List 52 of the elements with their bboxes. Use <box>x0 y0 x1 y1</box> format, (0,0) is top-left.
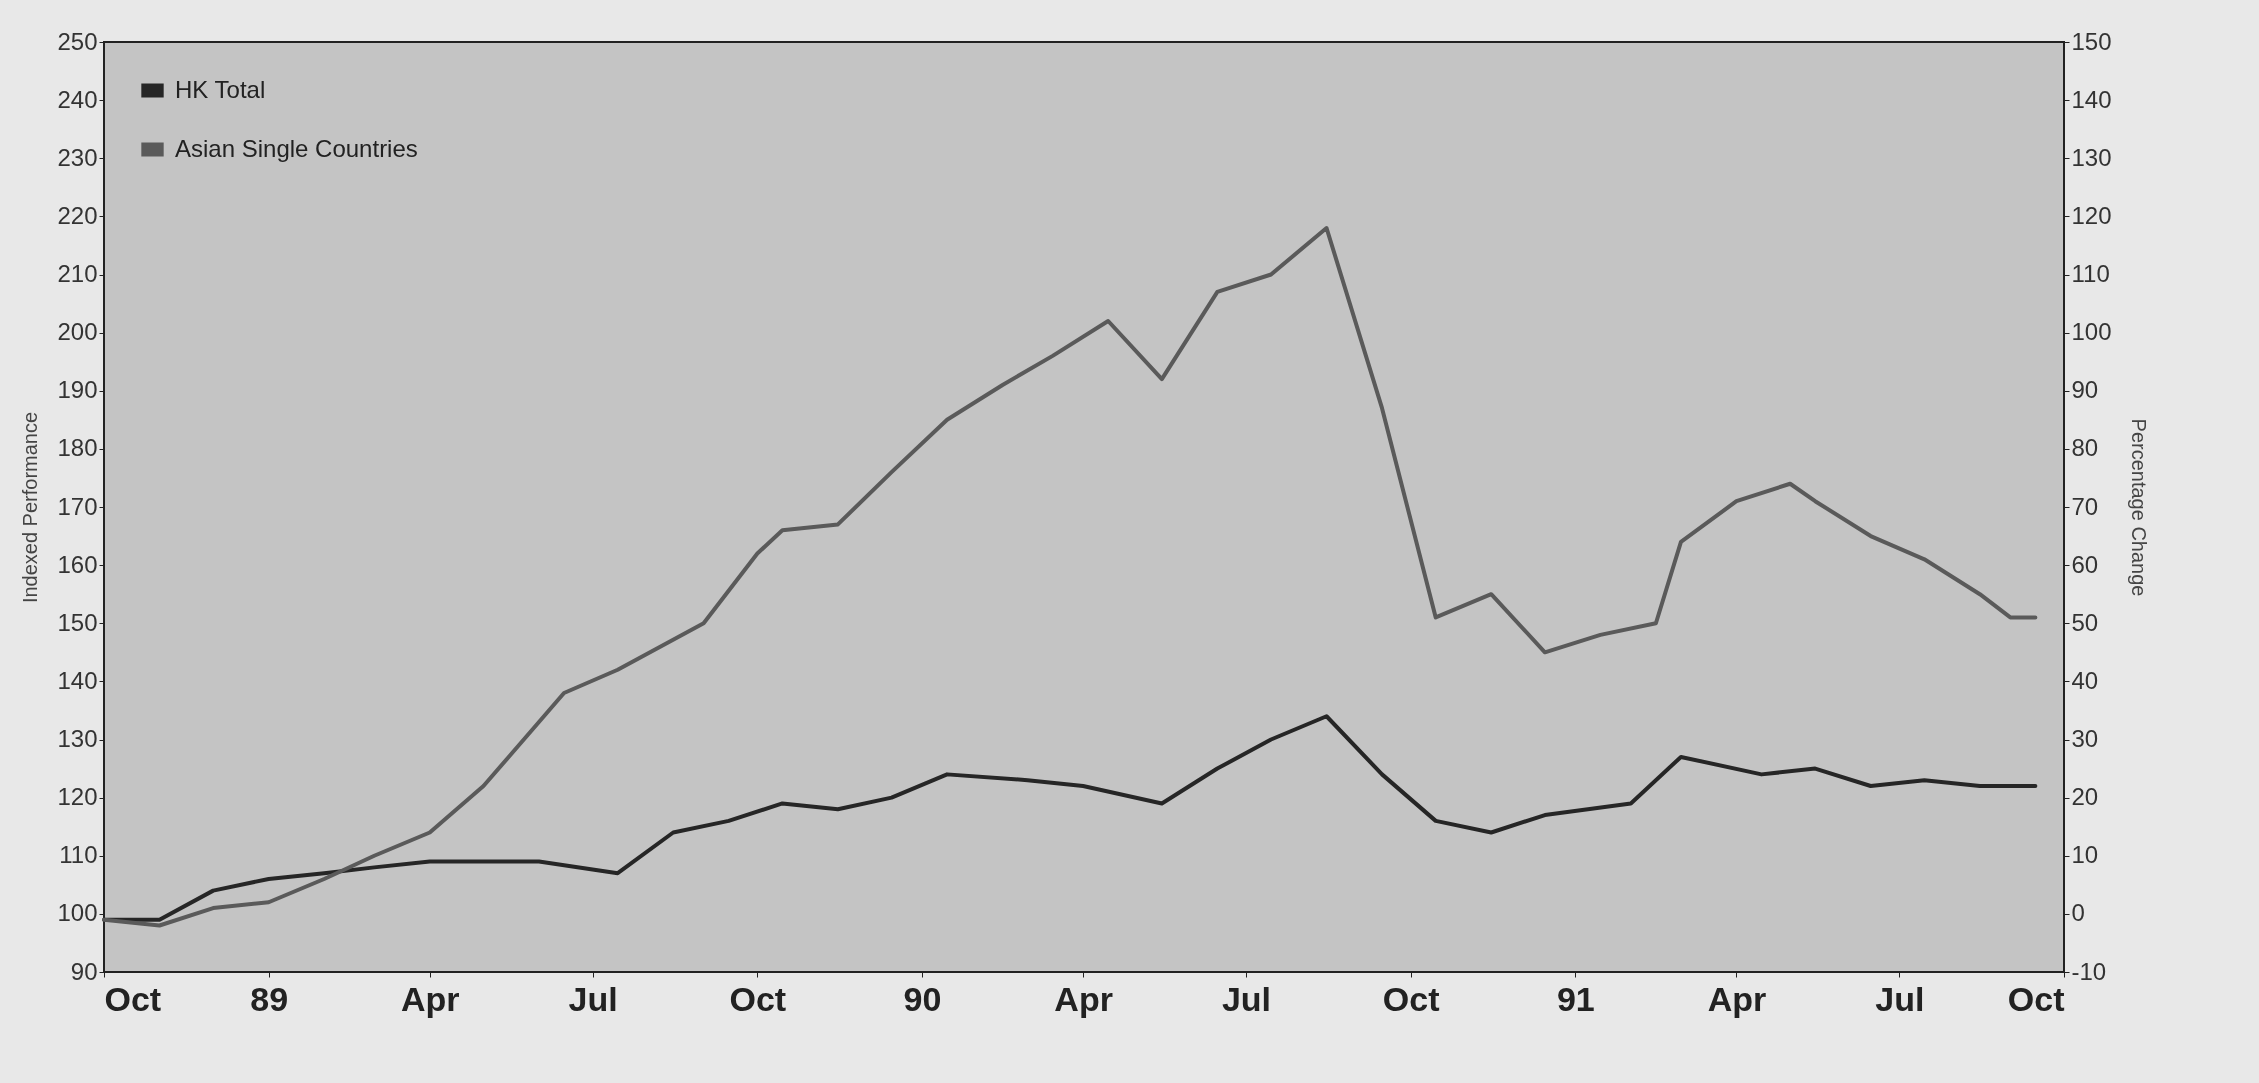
y-tick-label: 140 <box>57 666 98 694</box>
x-tick-label: 90 <box>903 979 942 1018</box>
line-series <box>102 226 2038 928</box>
y2-axis-title: Percentage Change <box>2127 418 2150 597</box>
y2-tick-label: 50 <box>2071 608 2099 636</box>
y2-tick-label: 20 <box>2071 783 2099 811</box>
y2-tick-label: 40 <box>2071 666 2099 694</box>
y-tick-label: 220 <box>57 201 98 229</box>
y-tick-label: 110 <box>59 841 98 869</box>
y-tick-label: 240 <box>57 85 98 113</box>
x-tick-label: 91 <box>1556 979 1595 1018</box>
x-tick-label: Jul <box>1221 979 1272 1018</box>
x-tick-label: Apr <box>1054 979 1113 1018</box>
x-tick-label: Oct <box>729 979 787 1018</box>
y-tick-label: 90 <box>70 957 98 985</box>
x-tick-label: Apr <box>400 979 460 1018</box>
y-tick-label: 190 <box>57 376 98 404</box>
y-tick-label: 170 <box>57 492 98 520</box>
y-tick-label: 120 <box>57 783 98 811</box>
y2-tick-label: 90 <box>2071 376 2099 404</box>
y-tick-label: 210 <box>57 260 98 287</box>
y-tick-label: 180 <box>57 434 98 462</box>
x-tick-label: Apr <box>1707 979 1767 1018</box>
x-tick-label: Oct <box>104 979 162 1018</box>
y2-tick-label: 120 <box>2071 201 2112 229</box>
legend-label: Asian Single Countries <box>175 134 418 162</box>
legend-label: HK Total <box>175 75 266 103</box>
y2-tick-label: 150 <box>2071 27 2112 55</box>
x-tick-label: Jul <box>568 979 618 1018</box>
y-tick-label: 150 <box>57 608 98 636</box>
y2-tick-label: 80 <box>2071 434 2099 462</box>
x-tick-label: Oct <box>2007 979 2065 1018</box>
y2-tick-label: 0 <box>2071 899 2085 927</box>
y-tick-label: 100 <box>57 899 98 927</box>
y-tick-label: 160 <box>57 550 98 578</box>
y2-tick-label: 30 <box>2071 725 2099 752</box>
x-tick-label: Jul <box>1875 979 1925 1018</box>
y2-tick-label: 100 <box>2071 318 2112 346</box>
y-axis-title: Indexed Performance <box>19 411 42 604</box>
y2-tick-label: 60 <box>2071 550 2099 578</box>
y2-tick-label: -10 <box>2071 957 2107 985</box>
y2-tick-label: 10 <box>2071 841 2099 869</box>
y2-tick-label: 140 <box>2071 85 2112 113</box>
y-tick-label: 250 <box>57 27 98 55</box>
x-tick-label: Oct <box>1382 979 1440 1018</box>
y-tick-label: 130 <box>57 725 98 752</box>
y-tick-label: 200 <box>57 318 98 346</box>
y2-tick-label: 130 <box>2071 143 2112 171</box>
y2-tick-label: 110 <box>2071 260 2110 287</box>
x-tick-label: 89 <box>250 979 289 1018</box>
y-tick-label: 230 <box>57 143 98 171</box>
y2-tick-label: 70 <box>2071 492 2099 520</box>
